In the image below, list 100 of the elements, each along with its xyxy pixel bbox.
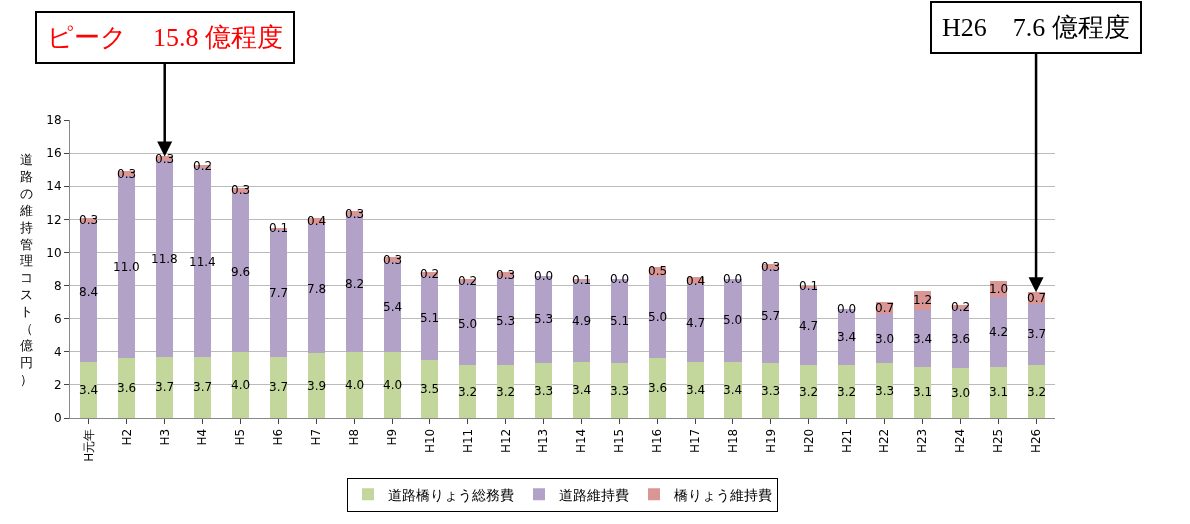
y-tick-label: 12 (46, 212, 62, 227)
x-tick-label: H8 (347, 428, 362, 446)
data-label: 7.8 (307, 282, 327, 296)
data-label: 4.7 (686, 316, 706, 330)
bar (231, 351, 249, 418)
bar (497, 365, 515, 418)
data-label: 3.6 (648, 381, 668, 395)
bar (383, 351, 401, 418)
data-label: 0.3 (345, 207, 365, 221)
legend-label: 橋りょう維持費 (674, 486, 772, 503)
bar (383, 262, 401, 352)
x-tick-label: H11 (460, 428, 475, 454)
data-label: 0.2 (458, 274, 478, 288)
bar (648, 275, 666, 359)
data-label: 5.0 (458, 317, 478, 331)
data-label: 0.3 (496, 268, 516, 282)
data-label: 5.1 (420, 311, 440, 325)
data-label: 0.3 (79, 213, 99, 227)
y-tick-label: 2 (53, 378, 62, 393)
bar (535, 363, 553, 418)
bar (231, 192, 249, 352)
data-label: 5.3 (534, 312, 554, 326)
x-tick-label: H16 (650, 428, 665, 454)
data-label: 3.0 (875, 332, 895, 346)
bar (421, 360, 439, 418)
x-tick-label: H12 (498, 428, 513, 454)
bar (497, 277, 515, 366)
data-label: 0.1 (799, 279, 819, 293)
x-tick-label: H2 (119, 428, 134, 446)
bar (307, 353, 325, 418)
data-label: 0.1 (572, 273, 592, 287)
annotation: H26 7.6 億程度 (942, 13, 1130, 42)
data-label: 3.2 (1027, 385, 1047, 399)
y-tick-label: 18 (46, 113, 62, 128)
data-label: 4.0 (231, 378, 251, 392)
data-label: 11.8 (151, 252, 178, 266)
data-label: 3.2 (496, 385, 516, 399)
bar (118, 358, 136, 418)
data-label: 1.2 (913, 293, 933, 307)
data-label: 3.3 (610, 384, 630, 398)
bar (686, 361, 704, 418)
bar (686, 283, 704, 362)
legend-label: 道路維持費 (559, 486, 629, 503)
bar (951, 368, 969, 418)
x-tick-label: H9 (384, 428, 399, 446)
data-label: 0.0 (723, 272, 743, 286)
bar (156, 356, 174, 418)
data-label: 5.0 (723, 313, 743, 327)
x-tick-label: H15 (612, 428, 627, 454)
bar (648, 358, 666, 418)
data-label: 5.3 (496, 314, 516, 328)
data-label: 3.3 (875, 384, 895, 398)
bar (345, 351, 363, 418)
bar (913, 310, 931, 367)
x-tick-label: H17 (688, 428, 702, 454)
data-label: 3.3 (534, 384, 554, 398)
x-tick-label: H7 (309, 428, 324, 446)
bar (80, 222, 98, 362)
annotation: ピーク 15.8 億程度 (47, 23, 283, 52)
data-label: 4.7 (799, 319, 819, 333)
data-label: 3.3 (761, 384, 781, 398)
data-label: 3.9 (307, 379, 327, 393)
data-label: 0.2 (193, 159, 213, 173)
x-tick-label: H14 (574, 428, 589, 454)
x-tick-label: H13 (536, 428, 551, 454)
data-label: 8.2 (345, 277, 365, 291)
x-tick-label: H19 (763, 428, 778, 454)
x-tick-label: H22 (877, 428, 892, 454)
data-label: 0.4 (307, 214, 327, 228)
data-label: 0.4 (686, 274, 706, 288)
bar (80, 361, 98, 418)
x-tick-label: H6 (271, 428, 286, 446)
data-label: 0.3 (117, 167, 137, 181)
x-tick-label: H18 (725, 428, 740, 454)
bar (1027, 365, 1045, 418)
bar (307, 224, 325, 354)
data-label: 5.7 (761, 309, 781, 323)
data-label: 1.0 (989, 282, 1009, 296)
data-label: 3.4 (572, 383, 592, 397)
data-label: 0.0 (837, 302, 857, 316)
x-tick-label: H4 (195, 428, 210, 446)
x-tick-label: H10 (422, 428, 437, 454)
y-tick-label: 4 (53, 344, 62, 359)
text: 道路の維持管理コスト（億円） (20, 152, 33, 387)
data-label: 0.5 (648, 264, 668, 278)
bar (269, 356, 287, 418)
x-tick-label: H3 (157, 428, 172, 446)
data-label: 3.5 (420, 382, 440, 396)
data-label: 11.0 (113, 260, 140, 274)
x-tick-label: H26 (1028, 428, 1043, 454)
data-label: 4.0 (383, 378, 403, 392)
bar (989, 366, 1007, 418)
y-tick-label: 8 (53, 278, 62, 293)
x-tick-label: H5 (233, 428, 248, 446)
data-label: 5.0 (648, 310, 668, 324)
data-label: 3.7 (269, 380, 289, 394)
x-tick-label: H24 (953, 428, 968, 454)
data-label: 3.7 (193, 380, 213, 394)
x-tick-label: H20 (801, 428, 816, 454)
data-label: 3.2 (799, 385, 819, 399)
